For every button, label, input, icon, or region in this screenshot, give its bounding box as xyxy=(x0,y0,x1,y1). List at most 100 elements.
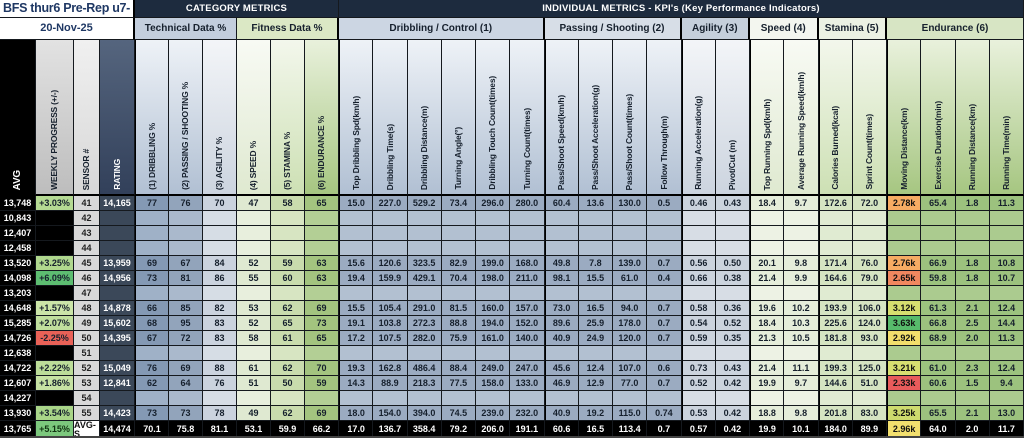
kpi-cell[interactable]: 199.0 xyxy=(476,256,511,271)
kpi-cell[interactable]: 19.4 xyxy=(339,271,374,286)
kpi-cell[interactable] xyxy=(613,346,648,361)
category-metric-cell[interactable] xyxy=(237,211,271,226)
kpi-cell[interactable]: 18.8 xyxy=(750,406,785,421)
group-header-stamina[interactable]: Stamina (5) xyxy=(818,18,887,40)
kpi-cell[interactable]: 181.8 xyxy=(818,331,853,346)
kpi-cell[interactable] xyxy=(955,241,990,256)
kpi-cell[interactable] xyxy=(750,211,785,226)
kpi-cell[interactable]: 1.8 xyxy=(955,271,990,286)
sensor-cell[interactable]: AVG-S xyxy=(74,421,100,436)
kpi-cell[interactable]: 21.4 xyxy=(750,271,785,286)
category-metric-cell[interactable]: 69 xyxy=(305,406,339,421)
weekly-progress-cell[interactable] xyxy=(36,211,74,226)
category-metric-cell[interactable]: 70 xyxy=(203,196,237,211)
kpi-cell[interactable]: 65.5 xyxy=(921,406,956,421)
weekly-progress-cell[interactable] xyxy=(36,226,74,241)
kpi-cell[interactable] xyxy=(544,391,579,406)
rating-cell[interactable]: 14,423 xyxy=(100,406,135,421)
kpi-cell[interactable] xyxy=(955,226,990,241)
rating-cell[interactable]: 14,878 xyxy=(100,301,135,316)
kpi-cell[interactable] xyxy=(544,211,579,226)
kpi-cell[interactable]: 201.8 xyxy=(818,406,853,421)
kpi-cell[interactable]: 105.4 xyxy=(373,301,408,316)
weekly-progress-cell[interactable]: +2.07% xyxy=(36,316,74,331)
kpi-cell[interactable] xyxy=(578,286,613,301)
avg-cell[interactable]: 13,520 xyxy=(0,256,36,271)
category-metric-cell[interactable]: 73 xyxy=(135,406,169,421)
column-header[interactable]: AVG xyxy=(0,40,36,196)
kpi-cell[interactable]: 66.8 xyxy=(921,316,956,331)
kpi-cell[interactable] xyxy=(339,286,374,301)
kpi-cell[interactable] xyxy=(887,286,922,301)
kpi-cell[interactable]: 98.1 xyxy=(544,271,579,286)
category-metric-cell[interactable]: 69 xyxy=(169,361,203,376)
kpi-cell[interactable]: 193.9 xyxy=(818,301,853,316)
kpi-cell[interactable] xyxy=(407,211,442,226)
kpi-cell[interactable]: 2.78k xyxy=(887,196,922,211)
kpi-cell[interactable]: 64.0 xyxy=(921,421,956,436)
kpi-cell[interactable]: 0.74 xyxy=(647,406,682,421)
kpi-cell[interactable]: 25.9 xyxy=(578,316,613,331)
category-metric-cell[interactable]: 81.1 xyxy=(203,421,237,436)
rating-cell[interactable]: 13,959 xyxy=(100,256,135,271)
kpi-cell[interactable]: 16.5 xyxy=(578,301,613,316)
kpi-cell[interactable]: 107.5 xyxy=(373,331,408,346)
rating-cell[interactable]: 14,395 xyxy=(100,331,135,346)
column-header[interactable]: SENSOR # xyxy=(74,40,100,196)
kpi-cell[interactable]: 0.52 xyxy=(681,376,716,391)
category-metric-cell[interactable] xyxy=(237,286,271,301)
kpi-cell[interactable] xyxy=(578,346,613,361)
kpi-cell[interactable] xyxy=(852,391,887,406)
kpi-cell[interactable] xyxy=(852,346,887,361)
group-header-dribbling[interactable]: Dribbling / Control (1) xyxy=(339,18,545,40)
category-metric-cell[interactable] xyxy=(135,391,169,406)
sensor-cell[interactable]: 44 xyxy=(74,241,100,256)
kpi-cell[interactable]: 0.66 xyxy=(681,271,716,286)
kpi-cell[interactable] xyxy=(510,211,545,226)
category-metric-cell[interactable]: 55 xyxy=(237,271,271,286)
category-metric-cell[interactable] xyxy=(305,346,339,361)
kpi-cell[interactable]: 12.4 xyxy=(989,361,1024,376)
rating-cell[interactable]: 14,474 xyxy=(100,421,135,436)
kpi-cell[interactable]: 83.0 xyxy=(852,406,887,421)
kpi-cell[interactable]: 81.5 xyxy=(441,301,476,316)
category-metric-cell[interactable]: 65 xyxy=(271,316,305,331)
weekly-progress-cell[interactable]: +1.57% xyxy=(36,301,74,316)
category-metric-cell[interactable] xyxy=(305,211,339,226)
kpi-cell[interactable]: 272.3 xyxy=(407,316,442,331)
kpi-cell[interactable] xyxy=(647,241,682,256)
kpi-cell[interactable]: 82.9 xyxy=(441,256,476,271)
category-metric-cell[interactable]: 88 xyxy=(203,361,237,376)
kpi-cell[interactable]: 18.4 xyxy=(750,316,785,331)
rating-cell[interactable] xyxy=(100,391,135,406)
kpi-cell[interactable] xyxy=(613,286,648,301)
kpi-cell[interactable]: 76.0 xyxy=(852,256,887,271)
kpi-cell[interactable] xyxy=(647,391,682,406)
kpi-cell[interactable]: 14.4 xyxy=(989,316,1024,331)
column-header[interactable]: (1) DRIBBLING % xyxy=(135,40,169,196)
column-header[interactable]: Pass/Shoot Speed(km/h) xyxy=(544,40,579,196)
column-header[interactable]: Dribbling Time(s) xyxy=(373,40,408,196)
column-header[interactable]: Top Dribbling Spd(km/h) xyxy=(339,40,374,196)
sensor-cell[interactable]: 54 xyxy=(74,391,100,406)
kpi-cell[interactable]: 3.63k xyxy=(887,316,922,331)
kpi-cell[interactable]: 0.6 xyxy=(647,361,682,376)
category-metric-cell[interactable] xyxy=(271,286,305,301)
kpi-cell[interactable]: 0.46 xyxy=(681,196,716,211)
group-header-endurance[interactable]: Endurance (6) xyxy=(887,18,1024,40)
kpi-cell[interactable]: 88.9 xyxy=(373,376,408,391)
kpi-cell[interactable] xyxy=(578,391,613,406)
category-metric-cell[interactable]: 73 xyxy=(135,271,169,286)
kpi-cell[interactable] xyxy=(339,226,374,241)
column-header[interactable]: Turning Count(times) xyxy=(510,40,545,196)
category-metric-cell[interactable]: 95 xyxy=(169,316,203,331)
kpi-cell[interactable]: 9.7 xyxy=(784,196,819,211)
kpi-cell[interactable] xyxy=(818,211,853,226)
kpi-cell[interactable] xyxy=(852,286,887,301)
column-header[interactable]: (4) SPEED % xyxy=(237,40,271,196)
kpi-cell[interactable] xyxy=(578,211,613,226)
avg-cell[interactable]: 13,748 xyxy=(0,196,36,211)
category-metric-cell[interactable] xyxy=(203,241,237,256)
kpi-cell[interactable] xyxy=(544,286,579,301)
category-metrics-header[interactable]: CATEGORY METRICS xyxy=(135,0,339,18)
